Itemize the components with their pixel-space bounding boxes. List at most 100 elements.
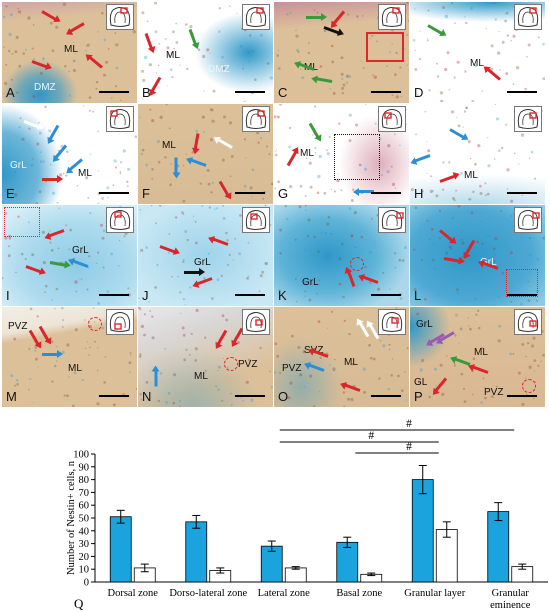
y-tick-label: 90	[79, 462, 90, 473]
scale-bar	[371, 192, 401, 194]
panel-letter: G	[278, 186, 289, 201]
orientation-inset-icon	[514, 207, 542, 233]
orientation-inset-icon	[242, 4, 270, 30]
micrograph-grid: MLDMZAMLDMZBMLCMLDGrLMLEMLFMLGMLHGrLIGrL…	[2, 2, 548, 408]
scale-bar	[371, 293, 401, 296]
region-label-grl: GrL	[10, 159, 27, 171]
scale-bar	[507, 90, 537, 93]
y-tick-label: 40	[79, 526, 90, 537]
micrograph-panel-j: GrL J	[138, 205, 273, 306]
micrograph-panel-i: GrL I	[2, 205, 137, 306]
green-arrow-icon	[306, 13, 327, 21]
region-label-grl: GrL	[416, 318, 433, 330]
significance-marker: #	[406, 441, 412, 453]
micrograph-panel-o: SVZPVZMLO	[274, 306, 409, 407]
y-tick-label: 10	[79, 565, 90, 576]
category-label: Granular	[492, 588, 530, 599]
panel-letter: F	[142, 186, 150, 201]
region-label-dmz: DMZ	[34, 82, 56, 93]
y-tick-label: 80	[79, 475, 90, 486]
panel-letter-q: Q	[74, 596, 84, 611]
region-label-ml: ML	[64, 44, 78, 55]
micrograph-panel-e: GrL ML E	[2, 103, 137, 204]
region-label-gl: GL	[414, 376, 428, 388]
micrograph-panel-k: GrL K	[274, 205, 409, 306]
tissue-texture	[410, 103, 543, 203]
orientation-inset-icon	[514, 105, 542, 132]
cell-circle-marker	[522, 378, 536, 393]
scale-bar	[235, 395, 265, 397]
panel-letter: P	[414, 389, 423, 404]
y-tick-label: 50	[79, 514, 90, 525]
panel-letter: D	[414, 84, 424, 100]
panel-letter: M	[6, 389, 17, 404]
panel-letter: N	[142, 389, 152, 404]
y-tick-label: 0	[84, 578, 89, 589]
orientation-inset-icon	[378, 308, 406, 335]
y-tick-label: 30	[79, 539, 90, 550]
orientation-inset-icon	[106, 105, 134, 132]
scale-bar	[371, 90, 401, 93]
region-label-dmz: DMZ	[208, 64, 230, 75]
region-label-ml: ML	[470, 58, 484, 69]
orientation-inset-icon	[514, 4, 542, 30]
category-label: Dorso-lateral zone	[169, 588, 247, 599]
orientation-inset-icon	[242, 308, 270, 335]
dotted-region-box	[334, 133, 380, 180]
orientation-inset-icon	[106, 4, 134, 30]
micrograph-panel-l: GrLL	[410, 205, 545, 306]
category-label: Granular layer	[404, 588, 465, 599]
scale-bar	[99, 192, 129, 194]
dotted-region-box	[4, 207, 40, 237]
micrograph-panel-m: PVZ ML M	[2, 306, 137, 407]
orientation-inset-icon	[378, 105, 406, 132]
scale-bar	[235, 293, 265, 296]
micrograph-panel-b: ML DMZ B	[138, 2, 273, 103]
scale-bar	[371, 395, 401, 397]
region-label-ml: ML	[464, 169, 478, 181]
panel-letter: L	[414, 287, 422, 303]
micrograph-panel-f: ML F	[138, 103, 273, 204]
significance-marker: #	[406, 418, 412, 430]
region-label-pvz: PVZ	[8, 320, 28, 332]
region-label-ml: ML	[166, 50, 180, 61]
orientation-inset-icon	[378, 207, 406, 233]
micrograph-panel-g: ML G	[274, 103, 409, 204]
orientation-inset-icon	[106, 308, 134, 335]
panel-letter: J	[142, 287, 149, 303]
scale-bar	[99, 395, 129, 397]
region-label-ml: ML	[300, 147, 314, 159]
dotted-region-box	[506, 269, 538, 297]
micrograph-panel-d: ML D	[410, 2, 545, 103]
micrograph-panel-p: GrL ML GL PVZ P	[410, 306, 545, 407]
scale-bar	[99, 90, 129, 93]
region-label-pvz: PVZ	[238, 358, 258, 370]
region-label-ml: ML	[162, 139, 176, 151]
orientation-inset-icon	[106, 207, 134, 233]
micrograph-panel-c: MLC	[274, 2, 409, 103]
highlight-box	[366, 32, 404, 62]
panel-letter: I	[6, 287, 10, 303]
region-label-grl: GrL	[302, 277, 319, 288]
tissue-texture	[138, 205, 272, 305]
panel-letter: H	[414, 186, 424, 201]
tissue-texture	[2, 2, 136, 102]
scale-bar	[507, 192, 537, 194]
orientation-inset-icon	[242, 207, 270, 233]
region-label-pvz: PVZ	[282, 362, 302, 374]
category-label-line2: eminence	[490, 600, 531, 611]
panel-letter: E	[6, 186, 15, 201]
scale-bar	[99, 293, 129, 296]
y-tick-label: 100	[73, 450, 89, 461]
y-axis-label: Number of Nestin+ cells, n	[66, 460, 77, 575]
cell-circle-marker	[350, 257, 364, 271]
category-label: Dorsal zone	[108, 588, 159, 599]
panel-letter: B	[142, 84, 151, 100]
blue-arrow-icon	[42, 349, 63, 358]
region-label-pvz: PVZ	[484, 386, 504, 398]
orientation-inset-icon	[242, 105, 270, 132]
scale-bar	[235, 90, 265, 93]
tissue-texture	[416, 308, 545, 406]
scale-bar	[507, 395, 537, 397]
